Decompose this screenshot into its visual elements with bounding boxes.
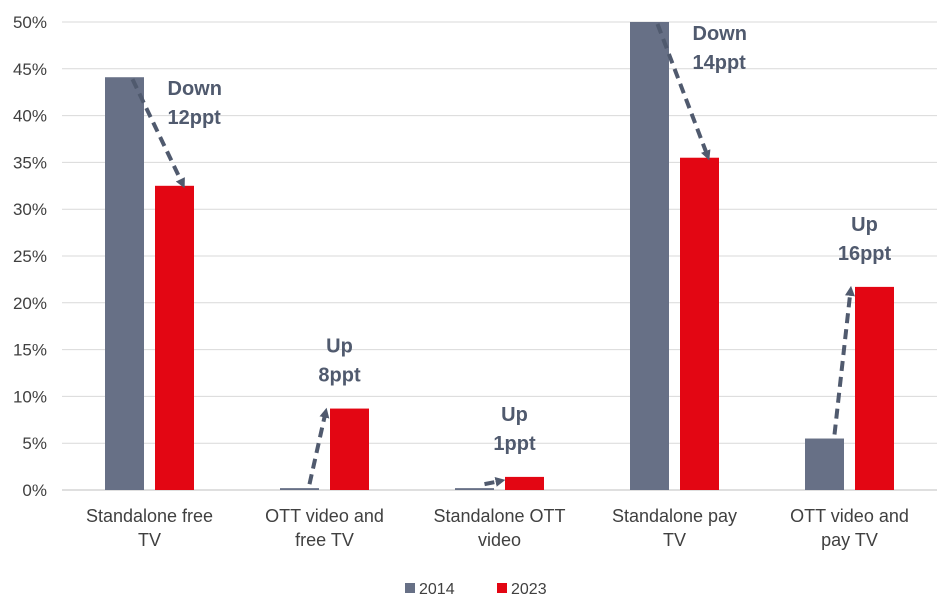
y-tick-label: 25% [13, 247, 47, 266]
x-tick-label: TV [138, 530, 161, 550]
bar-2014-cat-0 [105, 77, 144, 490]
bar-2023-cat-3 [680, 157, 719, 490]
change-annotation-text: Up [851, 214, 878, 236]
change-annotation-text: Up [501, 404, 528, 426]
bar-2014-cat-4 [805, 438, 844, 490]
bar-2023-cat-0 [155, 185, 194, 491]
legend-label: 2023 [511, 581, 547, 598]
y-tick-label: 10% [13, 387, 47, 406]
change-arrow [832, 285, 855, 435]
y-tick-label: 20% [13, 294, 47, 313]
legend-swatch-2014 [405, 583, 415, 593]
change-arrow [484, 476, 506, 487]
bars [105, 22, 894, 491]
change-annotation-text: 12ppt [168, 107, 222, 129]
change-arrows [130, 23, 855, 487]
y-tick-label: 30% [13, 200, 47, 219]
x-tick-label: video [478, 530, 521, 550]
bar-2023-cat-4 [855, 286, 894, 490]
change-annotation-text: Down [693, 23, 747, 45]
bar-2023-cat-1 [330, 408, 369, 490]
grid-lines [62, 21, 937, 491]
y-tick-label: 40% [13, 107, 47, 126]
x-tick-label: OTT video and [790, 506, 909, 526]
bar-2014-cat-1 [280, 488, 319, 490]
change-annotation-text: Up [326, 336, 353, 358]
y-tick-label: 50% [13, 13, 47, 32]
change-arrow [130, 78, 185, 189]
change-annotation-text: 1ppt [493, 433, 536, 455]
legend: 2014 2023 [405, 581, 547, 598]
change-annotation-text: 14ppt [693, 52, 747, 74]
bar-2014-cat-2 [455, 488, 494, 490]
x-tick-label: OTT video and [265, 506, 384, 526]
y-tick-label: 45% [13, 60, 47, 79]
change-annotation-text: Down [168, 78, 222, 100]
x-axis-categories: Standalone free TV OTT video and free TV Sta… [86, 506, 909, 550]
x-tick-label: Standalone pay [612, 506, 737, 526]
x-tick-label: Standalone OTT [433, 506, 565, 526]
bar-2023-cat-2 [505, 476, 544, 490]
x-tick-label: free TV [295, 530, 354, 550]
change-annotation-text: 16ppt [838, 243, 892, 265]
change-annotations: Down 12ppt Up 8ppt Up 1ppt Down 14ppt Up 16ppt [168, 23, 892, 455]
y-tick-label: 5% [22, 434, 47, 453]
change-annotation-text: 8ppt [318, 365, 361, 387]
change-arrow [307, 407, 330, 485]
change-arrow [655, 23, 711, 161]
x-tick-label: TV [663, 530, 686, 550]
legend-label: 2014 [419, 581, 455, 598]
y-tick-label: 15% [13, 341, 47, 360]
legend-swatch-2023 [497, 583, 507, 593]
x-tick-label: pay TV [821, 530, 878, 550]
y-axis-ticks: 0% 5% 10% 15% 20% 25% 30% 35% 40% 45% 50% [13, 13, 47, 500]
y-tick-label: 0% [22, 481, 47, 500]
bar-2014-cat-3 [630, 22, 669, 490]
y-tick-label: 35% [13, 153, 47, 172]
x-tick-label: Standalone free [86, 506, 213, 526]
